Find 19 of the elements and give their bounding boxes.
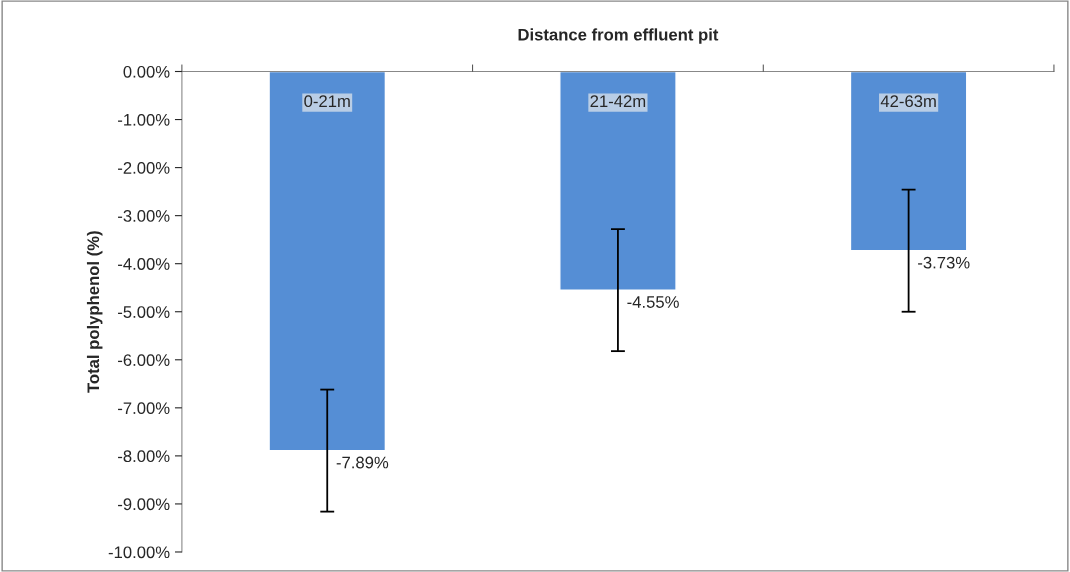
data-label: -7.89%: [336, 456, 389, 469]
y-tick-label: -10.00%: [108, 546, 170, 559]
y-tick-label: -8.00%: [118, 450, 170, 463]
y-tick-label: -2.00%: [118, 162, 170, 174]
x-tick-label: 42-63m: [880, 95, 936, 108]
data-label: -3.73%: [918, 256, 970, 269]
x-axis-title: Distance from effluent pit: [518, 28, 719, 44]
y-axis-title: Total polyphenol (%): [86, 231, 103, 393]
y-tick-label: -5.00%: [118, 306, 170, 318]
data-label: -4.55%: [627, 296, 679, 308]
y-tick-label: -4.00%: [118, 258, 170, 270]
x-tick-label: 21-42m: [590, 95, 646, 107]
y-tick-label: -1.00%: [118, 113, 170, 126]
y-tick-label: -9.00%: [118, 498, 170, 511]
x-tick-label: 0-21m: [304, 95, 350, 108]
y-tick-label: -3.00%: [118, 210, 170, 222]
y-tick-label: 0.00%: [123, 65, 170, 78]
y-tick-label: -7.00%: [118, 402, 170, 415]
y-tick-label: -6.00%: [118, 354, 170, 366]
